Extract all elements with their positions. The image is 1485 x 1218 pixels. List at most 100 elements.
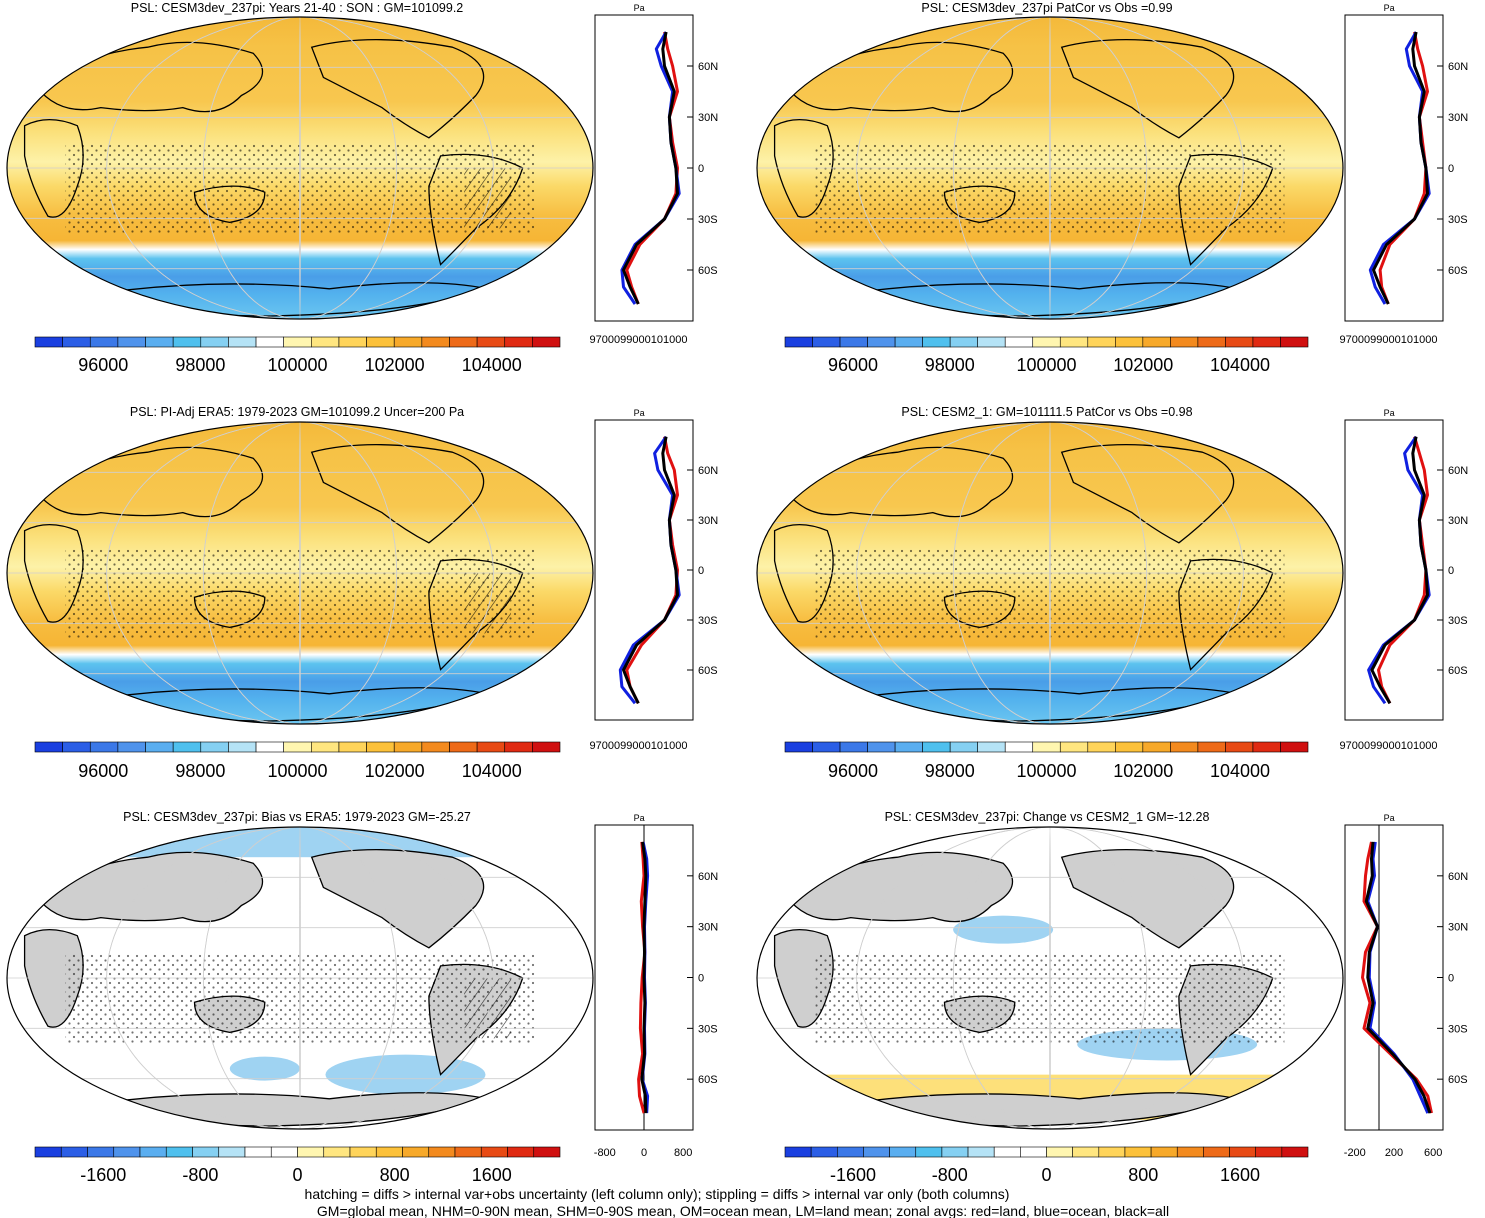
colorbar-tick-label: 96000 (78, 761, 128, 781)
colorbar-swatch (449, 741, 478, 753)
lat-tick-label: 0 (1448, 163, 1454, 175)
colorbar-swatch (283, 741, 312, 753)
panel-title: PSL: PI-Adj ERA5: 1979-2023 GM=101099.2 … (130, 405, 464, 419)
graticule-meridian (952, 827, 1148, 1129)
panel-title: PSL: CESM3dev_237pi: Years 21-40 : SON :… (131, 1, 464, 15)
map-border (6, 826, 594, 1130)
continent-outline (35, 851, 264, 923)
colorbar-swatch (889, 1146, 917, 1158)
panel-1: PSL: CESM3dev_237pi: Years 21-40 : SON :… (6, 1, 719, 375)
colorbar-tick-label: 102000 (1113, 761, 1173, 781)
colorbar-swatch (532, 741, 561, 753)
colorbar-swatch (200, 741, 229, 753)
colorbar-swatch (1229, 1146, 1257, 1158)
colorbar-swatch (867, 336, 896, 348)
panel-6: PSL: CESM3dev_237pi: Change vs CESM2_1 G… (756, 810, 1468, 1185)
lat-tick-label: 30S (1448, 615, 1468, 627)
lat-tick-label: 60N (698, 871, 718, 883)
colorbar-swatch (283, 336, 312, 348)
colorbar-tick-label: 98000 (175, 761, 225, 781)
colorbar-swatch (393, 741, 423, 753)
profile-x-tick-label: 0 (641, 1147, 647, 1159)
footer-note-definitions: GM=global mean, NHM=0-90N mean, SHM=0-90… (317, 1203, 1169, 1218)
profile-x-tick-label: 97000 (590, 740, 621, 752)
colorbar-swatch (507, 1146, 535, 1158)
colorbar-swatch (1020, 1146, 1047, 1158)
profile-frame (1344, 419, 1444, 721)
colorbar-swatch (402, 1146, 430, 1158)
colorbar-swatch (366, 741, 395, 753)
lat-tick-label: 60S (698, 665, 718, 677)
graticule-meridian (856, 17, 1244, 319)
profile-series-land (625, 436, 679, 704)
colorbar-swatch (967, 1146, 995, 1158)
colorbar-swatch (255, 741, 284, 753)
colorbar-swatch (993, 1146, 1021, 1158)
profile-unit-label: Pa (1384, 813, 1395, 823)
profile-series-land (625, 31, 679, 305)
colorbar-swatch (1252, 336, 1281, 348)
colorbar-swatch (867, 741, 896, 753)
lat-tick-label: 30N (698, 112, 718, 124)
colorbar-tick-label: 1600 (1220, 1165, 1260, 1185)
profile-x-tick-label: 200 (1385, 1147, 1403, 1159)
world-map (757, 17, 1343, 319)
colorbar-swatch (117, 336, 146, 348)
colorbar-swatch (476, 741, 506, 753)
lat-tick-label: 60S (698, 265, 718, 277)
profile-series-land (1377, 436, 1429, 704)
world-map (757, 827, 1343, 1129)
colorbar-tick-label: 102000 (1113, 355, 1173, 375)
colorbar-tick-label: 100000 (267, 761, 327, 781)
panel-title: PSL: CESM3dev_237pi PatCor vs Obs =0.99 (921, 1, 1172, 15)
colorbar-tick-label: 800 (1128, 1165, 1158, 1185)
colorbar-swatch (62, 336, 91, 348)
lat-tick-label: 60N (698, 465, 718, 477)
colorbar-swatch (297, 1146, 325, 1158)
colorbar-swatch (1046, 1146, 1073, 1158)
colorbar-swatch (1032, 741, 1061, 753)
colorbar-swatch (349, 1146, 377, 1158)
colorbar-swatch (941, 1146, 969, 1158)
zonal-profile-plot: Pa 60N 30N 0 30S 60S -800 0 800 (594, 813, 718, 1159)
hatching (464, 978, 511, 1039)
profile-x-tick-label: 97000 (1340, 334, 1371, 346)
colorbar-swatch (977, 336, 1006, 348)
lat-tick-label: 30S (1448, 1023, 1468, 1035)
panel-5: PSL: CESM3dev_237pi: Bias vs ERA5: 1979-… (6, 810, 718, 1185)
colorbar-tick-label: 0 (292, 1165, 302, 1185)
profile-series-land (1378, 31, 1429, 305)
colorbar-swatch (480, 1146, 508, 1158)
negative-diff-blob (953, 915, 1054, 944)
zonal-profile-plot: Pa 60N 30N 0 30S 60S 97000 99000101000 (590, 3, 719, 346)
profile-x-tick-label: 99000101000 (620, 740, 687, 752)
profile-series-ocean (1368, 31, 1431, 305)
colorbar-tick-label: 100000 (1016, 761, 1076, 781)
stippling (65, 548, 535, 640)
colorbar-swatch (421, 741, 450, 753)
graticule-meridian (1049, 827, 1051, 1129)
graticule-meridian (856, 422, 1244, 724)
stippling (65, 143, 535, 235)
profile-series-all (1370, 436, 1429, 705)
continent-outline (1060, 39, 1235, 139)
continent-outline (310, 39, 485, 139)
world-map (7, 827, 593, 1129)
colorbar-tick-label: 100000 (267, 355, 327, 375)
colorbar-tick-label: -1600 (830, 1165, 876, 1185)
colorbar-tick-label: 1600 (472, 1165, 512, 1185)
colorbar-swatch (34, 741, 63, 753)
colorbar-swatch (1124, 1146, 1152, 1158)
profile-x-tick-label: -800 (594, 1147, 616, 1159)
colorbar-swatch (89, 741, 119, 753)
colorbar-swatch (449, 336, 478, 348)
colorbar-swatch (476, 336, 506, 348)
profile-series-ocean (1366, 841, 1430, 1114)
colorbar-swatch (977, 741, 1006, 753)
lat-tick-label: 0 (1448, 565, 1454, 577)
lat-tick-label: 30S (698, 615, 718, 627)
colorbar-swatch (1032, 336, 1061, 348)
hatching (464, 573, 511, 634)
profile-series-all (1372, 31, 1429, 305)
colorbar-tick-label: 98000 (925, 355, 975, 375)
